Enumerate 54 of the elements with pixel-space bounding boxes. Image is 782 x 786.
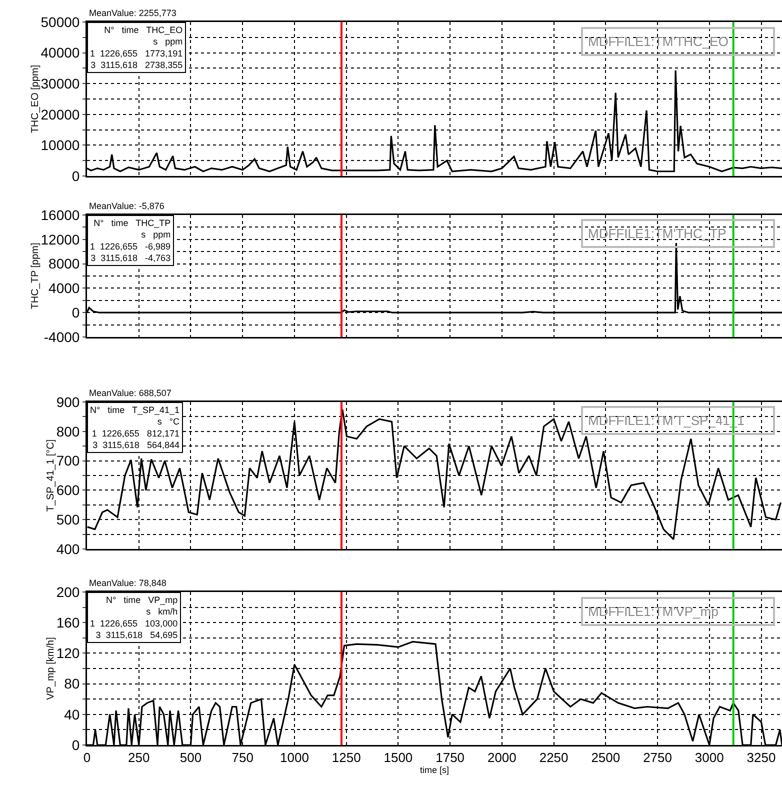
y-tick-label: 0: [72, 168, 80, 184]
annotation: MDFFILE1:TM'THC_EO: [588, 34, 728, 49]
text: MeanValue: 688,507: [89, 388, 172, 398]
x-axis-title: time [s]: [420, 765, 450, 776]
y-tick-label: 500: [56, 512, 80, 528]
y-tick-label: 12000: [40, 231, 80, 248]
y-tick-label: 80: [64, 676, 80, 692]
annotation: N° time VP_mp s km/h 1 1226,655 103,000 3 3115,618 54,695: [90, 595, 178, 640]
y-tick-label: 800: [56, 423, 80, 440]
y-tick-label: 16000: [40, 206, 80, 223]
y-tick-label: 0: [72, 304, 80, 320]
text: MeanValue: 78,848: [89, 578, 166, 588]
y-tick-label: 8000: [48, 256, 80, 272]
y-axis-title: VP_mp [km/h]: [45, 636, 56, 700]
y-axis-title: THC_TP [ppm]: [30, 242, 41, 310]
y-tick-label: 0: [72, 736, 80, 753]
text: MeanValue: 2255,773: [89, 8, 176, 18]
y-tick-label: 50000: [40, 14, 80, 30]
y-tick-label: -4000: [44, 328, 80, 345]
annotation: MDFFILE1:TM'VP_mp: [588, 604, 718, 619]
y-tick-label: 20000: [40, 106, 80, 122]
annotation: MDFFILE1:TM'THC_TP: [588, 226, 726, 241]
y-tick-label: 30000: [40, 76, 80, 92]
y-axis-title: T_SP_41_1 [°C]: [45, 439, 56, 512]
x-tick-label: 1000: [280, 750, 309, 766]
x-tick-label: 2500: [591, 750, 620, 766]
x-tick-label: 500: [180, 750, 202, 766]
x-tick-label: 250: [128, 750, 150, 766]
annotation: N° time THC_TP s ppm 1 1226,655 -6,989 3 3115,618 -4,763: [90, 218, 171, 264]
y-tick-label: 10000: [40, 137, 80, 154]
y-tick-label: 600: [56, 482, 80, 498]
y-tick-label: 400: [56, 540, 80, 557]
y-axis-title: THC_EO [ppm]: [30, 64, 41, 134]
x-tick-label: 3000: [694, 750, 724, 766]
x-tick-label: 1250: [332, 750, 361, 766]
y-tick-label: 4000: [48, 280, 80, 296]
x-tick-label: 2750: [643, 750, 672, 766]
x-tick-label: 2000: [487, 750, 516, 766]
x-tick-label: 2250: [539, 750, 568, 766]
x-tick-label: 0: [83, 750, 91, 766]
y-tick-label: 40: [64, 706, 80, 722]
x-tick-label: 1500: [384, 750, 413, 766]
x-tick-label: 750: [232, 750, 254, 766]
x-tick-label: 1750: [436, 750, 465, 766]
y-tick-label: 900: [56, 394, 80, 410]
y-tick-label: 40000: [40, 44, 80, 61]
text: MeanValue: -5,876: [89, 201, 164, 211]
annotation: N° time T_SP_41_1 s °C 1 1226,655 812,171 3 3115,618 564,844: [90, 405, 180, 450]
y-tick-label: 700: [56, 452, 80, 469]
y-tick-label: 200: [56, 584, 80, 600]
y-tick-label: 120: [56, 645, 80, 662]
y-tick-label: 160: [56, 614, 80, 630]
x-tick-label: 3250: [746, 750, 776, 766]
annotation: N° time THC_EO s ppm 1 1226,655 1773,191 3 3115,618 2738,355: [90, 25, 183, 70]
